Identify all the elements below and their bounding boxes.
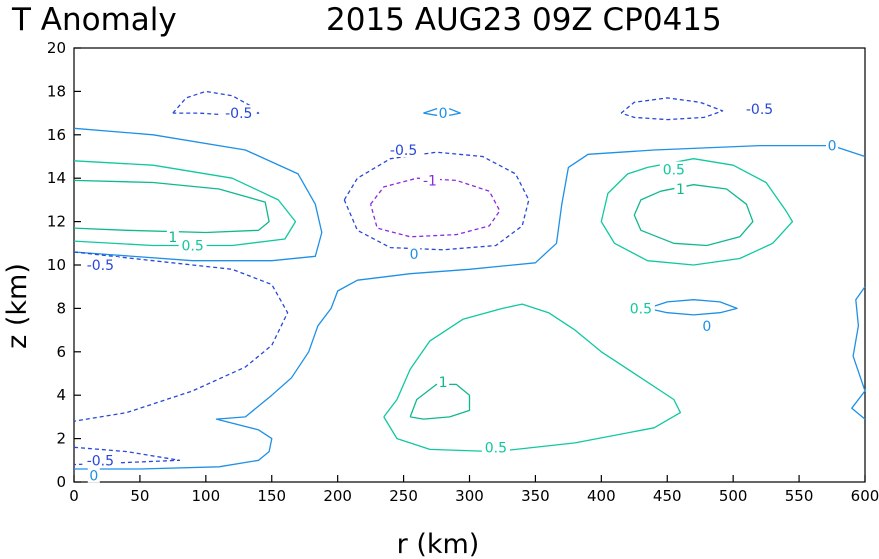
y-tick-label-8: 16 [47, 126, 66, 144]
contour-label-bg-neg0p5-2 [741, 100, 778, 116]
contour-label-0p5-0: 0.5 [182, 238, 204, 254]
contour-label-0-3: 0 [702, 319, 711, 335]
x-tick-label-8: 400 [587, 487, 616, 505]
contour-label-neg0p5-0: -0.5 [225, 106, 252, 122]
contour-label-0-4: 0 [89, 468, 98, 484]
contour-label-bg-neg0p5-3 [82, 257, 119, 272]
contour-label-bg-0-3 [700, 317, 713, 333]
contour-label-1-1: 1 [676, 182, 685, 198]
y-tick-label-5: 10 [47, 256, 66, 274]
y-tick-label-3: 6 [56, 343, 66, 361]
x-tick-label-10: 500 [719, 487, 748, 505]
chart-title-right: 2015 AUG23 09Z CP0415 [326, 2, 722, 38]
x-tick-label-12: 600 [851, 487, 879, 505]
x-tick-label-1: 50 [130, 487, 149, 505]
contour-neg1-line-0 [369, 177, 501, 238]
contour-label-bg-1-0 [166, 228, 179, 244]
contour-labels-group: 0 0 0 0 0 0.5 0.5 0.5 0.5 1 1 1 -0.5 -0.5 -0.5 -0.5 -0.5… [82, 100, 839, 484]
y-tick-label-10: 20 [47, 39, 66, 57]
x-axis-ticks: 0 50 100 150 200 250 300 350 400 450 500 550 600 [69, 475, 879, 505]
contour-label-bg-0-4 [87, 467, 100, 483]
x-tick-label-9: 450 [653, 487, 682, 505]
contour-0-line-1 [74, 144, 866, 470]
contour-label-bg-0p5-2 [659, 161, 688, 177]
x-tick-label-7: 350 [521, 487, 550, 505]
contour-neg0p5-line-2 [620, 97, 724, 121]
contour-0-line-2 [851, 286, 866, 420]
y-tick-label-1: 2 [56, 430, 66, 448]
contour-label-neg0p5-2: -0.5 [746, 102, 773, 118]
x-axis-title: r (km) [397, 529, 480, 559]
contour-label-0-0: 0 [410, 247, 419, 263]
y-tick-label-2: 4 [56, 386, 66, 404]
contour-label-bg-0-2 [826, 137, 839, 153]
contour-label-bg-1-2 [437, 374, 450, 390]
contour-label-0p5-3: 0.5 [485, 440, 507, 456]
contour-neg0p5-line-1 [343, 151, 530, 251]
contour-label-1-0: 1 [168, 230, 177, 246]
y-tick-label-9: 18 [47, 82, 66, 100]
contour-label-0p5-1: 0.5 [630, 301, 652, 317]
contour-label-0-1: 0 [439, 106, 448, 122]
contour-label-bg-0p5-3 [481, 439, 510, 455]
y-tick-label-6: 12 [47, 213, 66, 231]
x-tick-label-11: 550 [785, 487, 814, 505]
contour-label-bg-0-0 [408, 246, 421, 262]
contour-0-line-3 [423, 108, 461, 116]
contour-label-bg-neg0p5-0 [220, 105, 257, 121]
contour-label-bg-0p5-1 [626, 300, 655, 316]
contour-label-bg-neg0p5-1 [385, 141, 422, 157]
x-tick-label-2: 100 [192, 487, 221, 505]
contour-label-bg-1-1 [674, 181, 687, 197]
contour-label-bg-0-1 [437, 105, 450, 121]
contour-label-neg0p5-4: -0.5 [87, 453, 114, 469]
contour-0p5-line-1 [600, 158, 794, 266]
y-tick-label-4: 8 [56, 299, 66, 317]
y-axis-ticks: 0 2 4 6 8 10 12 14 16 18 20 [47, 39, 81, 491]
contour-1-line-2 [409, 383, 471, 420]
contour-label-bg-neg0p5-4 [82, 452, 119, 468]
contour-1-line-0 [73, 179, 270, 234]
contour-neg0p5-line-3 [73, 251, 289, 422]
contour-label-bg-neg1-0 [419, 172, 440, 188]
x-tick-label-0: 0 [69, 487, 79, 505]
contour-label-0p5-2: 0.5 [663, 163, 685, 179]
contour-label-neg0p5-3: -0.5 [87, 258, 114, 274]
contour-0-line-4 [647, 299, 738, 316]
x-tick-label-4: 200 [323, 487, 352, 505]
y-axis-title: z (km) [2, 263, 33, 349]
contour-neg0p5-line-0 [172, 90, 260, 116]
x-tick-label-5: 250 [389, 487, 418, 505]
contour-0-line-0 [73, 127, 323, 262]
chart-title-left: T Anomaly [11, 2, 177, 38]
contour-label-neg0p5-1: -0.5 [390, 143, 417, 159]
contour-label-1-2: 1 [439, 375, 448, 391]
contour-label-bg-0p5-0 [178, 237, 207, 253]
y-tick-label-0: 0 [56, 473, 66, 491]
x-tick-label-6: 300 [455, 487, 484, 505]
contour-label-neg1-0: -1 [423, 173, 437, 189]
contour-label-0-2: 0 [828, 139, 837, 155]
y-tick-label-7: 14 [47, 169, 66, 187]
contour-1-line-1 [633, 184, 754, 247]
x-tick-label-3: 150 [257, 487, 286, 505]
